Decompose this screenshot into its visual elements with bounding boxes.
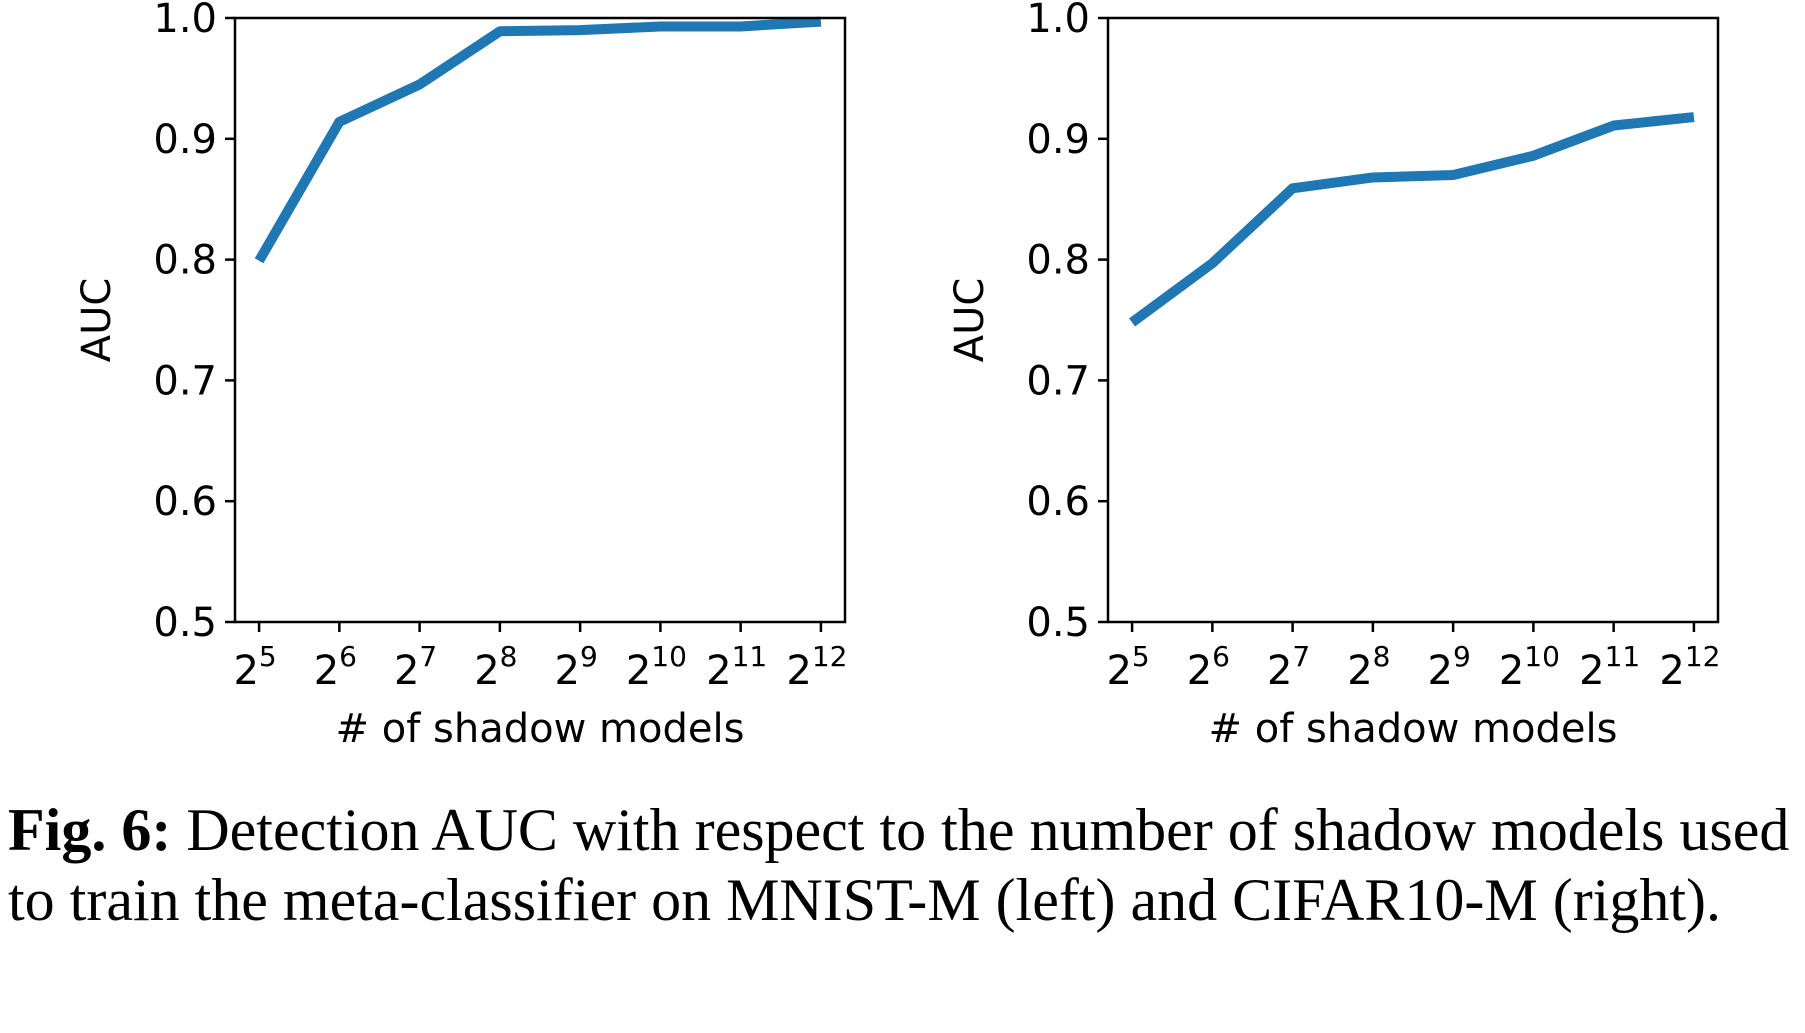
x-tick-label: 25 (1106, 640, 1149, 694)
caption-text: Detection AUC with respect to the number… (8, 797, 1790, 933)
y-tick-label: 0.7 (1026, 358, 1090, 404)
x-tick-label: 25 (233, 640, 276, 694)
y-tick-label: 1.0 (153, 0, 217, 42)
x-tick-label: 211 (1579, 640, 1640, 694)
x-tick-label: 27 (394, 640, 437, 694)
y-tick-label: 0.9 (1026, 117, 1090, 163)
y-tick-label: 0.6 (1026, 479, 1090, 525)
plot-frame (1106, 16, 1720, 624)
x-tick-label: 211 (706, 640, 767, 694)
y-tick-label: 0.5 (153, 600, 217, 646)
x-tick-label: 26 (314, 640, 357, 694)
y-axis-label: AUC (947, 278, 993, 363)
plot-frame (233, 16, 847, 624)
x-tick-label: 28 (1347, 640, 1390, 694)
x-tick-label: 210 (626, 640, 687, 694)
x-tick-label: 26 (1187, 640, 1230, 694)
chart-panel-left: 0.5 0.6 0.7 0.8 0.9 1.0 25 26 27 28 29 210 211 212 # o… (74, 0, 847, 752)
y-tick-label: 0.8 (153, 238, 217, 284)
figure-caption: Fig. 6: Detection AUC with respect to th… (8, 795, 1798, 935)
x-tick-label: 27 (1267, 640, 1310, 694)
x-axis-label: # of shadow models (1209, 706, 1618, 752)
y-tick-label: 0.8 (1026, 238, 1090, 284)
x-tick-label: 212 (1659, 640, 1720, 694)
y-tick-label: 0.5 (1026, 600, 1090, 646)
series-line (1129, 112, 1695, 327)
x-tick-label: 212 (786, 640, 847, 694)
y-tick-label: 0.6 (153, 479, 217, 525)
x-tick-label: 210 (1499, 640, 1560, 694)
x-tick-label: 29 (1427, 640, 1470, 694)
y-tick-label: 0.7 (153, 358, 217, 404)
x-tick-label: 28 (474, 640, 517, 694)
x-tick-label: 29 (554, 640, 597, 694)
caption-label: Fig. 6: (8, 797, 172, 863)
x-axis-label: # of shadow models (336, 706, 745, 752)
figure: 0.5 0.6 0.7 0.8 0.9 1.0 25 26 27 28 29 210 211 212 # o… (74, 0, 1720, 752)
y-tick-label: 1.0 (1026, 0, 1090, 42)
series-line (254, 16, 822, 264)
y-axis-label: AUC (74, 278, 120, 363)
y-tick-label: 0.9 (153, 117, 217, 163)
chart-panel-right: 0.5 0.6 0.7 0.8 0.9 1.0 25 26 27 28 29 210 211 212 # o… (947, 0, 1720, 752)
